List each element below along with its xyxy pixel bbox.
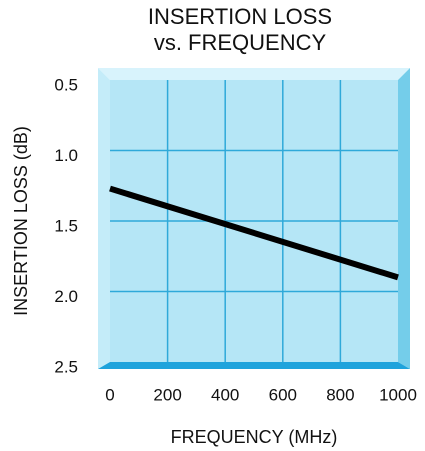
data-line <box>109 185 399 281</box>
y-tick-label: 1.0 <box>54 146 78 165</box>
frame-right <box>398 68 410 369</box>
chart-title: INSERTION LOSS <box>148 4 332 29</box>
y-tick-label: 2.0 <box>54 287 78 306</box>
frame-bottom <box>98 362 410 369</box>
y-axis-label: INSERTION LOSS (dB) <box>11 126 31 316</box>
x-tick-label: 0 <box>105 385 114 404</box>
x-tick-label: 200 <box>153 385 181 404</box>
x-tick-label: 400 <box>211 385 239 404</box>
y-tick-label: 2.5 <box>54 357 78 376</box>
chart-title: vs. FREQUENCY <box>154 30 327 55</box>
x-tick-label: 800 <box>326 385 354 404</box>
x-tick-label: 1000 <box>379 385 417 404</box>
y-tick-label: 1.5 <box>54 216 78 235</box>
x-axis-label: FREQUENCY (MHz) <box>171 427 338 447</box>
frame-left <box>98 68 110 369</box>
frame-top <box>98 68 410 80</box>
y-tick-label: 0.5 <box>54 75 78 94</box>
x-tick-label: 600 <box>269 385 297 404</box>
